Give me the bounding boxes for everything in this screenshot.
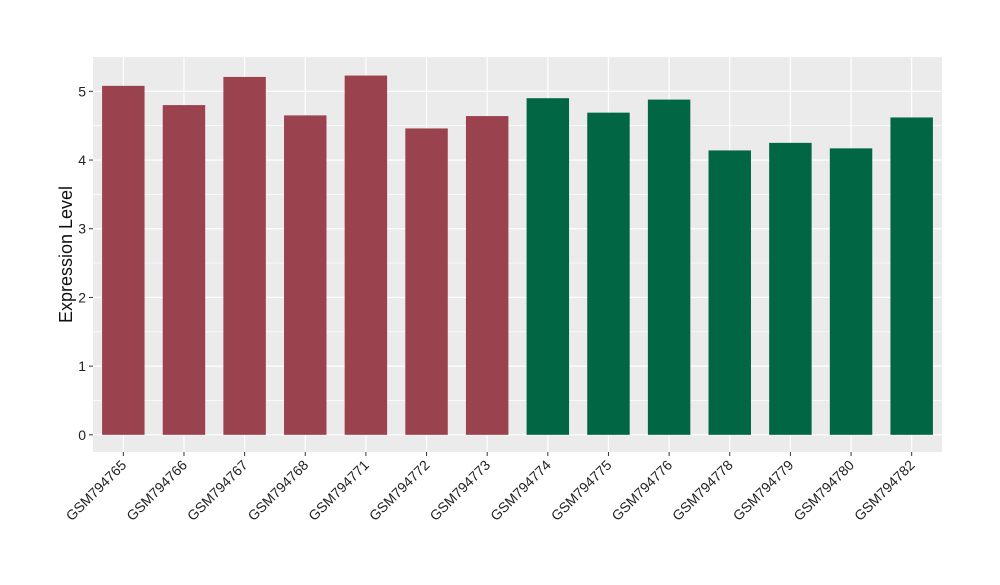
x-tick-label: GSM794768 — [244, 457, 311, 524]
x-tick-label: GSM794776 — [608, 457, 675, 524]
y-axis-label: Expression Level — [56, 186, 76, 323]
x-tick-label: GSM794767 — [184, 457, 251, 524]
bar-GSM794775 — [587, 112, 630, 435]
bar-GSM794776 — [647, 99, 691, 435]
x-tick-label: GSM794772 — [366, 457, 433, 524]
plot-panel — [93, 57, 942, 452]
x-tick-label: GSM794771 — [305, 457, 372, 524]
y-tick-label: 4 — [78, 152, 86, 168]
bar-GSM794782 — [890, 117, 933, 435]
y-tick-label: 3 — [78, 221, 86, 237]
y-axis: 0 1 2 3 4 5 — [78, 83, 93, 443]
x-tick-label: GSM794780 — [790, 457, 857, 524]
x-tick-label: GSM794778 — [669, 457, 736, 524]
bar-GSM794771 — [344, 75, 388, 435]
y-tick-label: 2 — [78, 289, 86, 305]
bars — [102, 75, 933, 435]
bar-GSM794767 — [223, 76, 266, 435]
bar-GSM794772 — [405, 128, 448, 435]
x-tick-label: GSM794765 — [63, 457, 130, 524]
bar-GSM794779 — [769, 142, 812, 435]
bar-GSM794774 — [526, 98, 570, 435]
x-tick-label: GSM794782 — [851, 457, 918, 524]
x-tick-label: GSM794779 — [730, 457, 797, 524]
bar-GSM794765 — [102, 85, 145, 435]
y-tick-label: 0 — [78, 427, 86, 443]
y-tick-label: 5 — [78, 83, 86, 99]
x-axis: GSM794765GSM794766GSM794767GSM794768GSM7… — [63, 452, 918, 524]
bar-GSM794780 — [829, 148, 873, 435]
x-tick-label: GSM794774 — [487, 457, 554, 524]
x-tick-label: GSM794766 — [123, 457, 190, 524]
bar-GSM794773 — [465, 116, 509, 435]
bar-GSM794778 — [708, 150, 751, 435]
y-tick-label: 1 — [78, 358, 86, 374]
bar-GSM794766 — [162, 105, 206, 435]
x-tick-label: GSM794775 — [548, 457, 615, 524]
bar-GSM794768 — [284, 115, 327, 435]
x-tick-label: GSM794773 — [426, 457, 493, 524]
